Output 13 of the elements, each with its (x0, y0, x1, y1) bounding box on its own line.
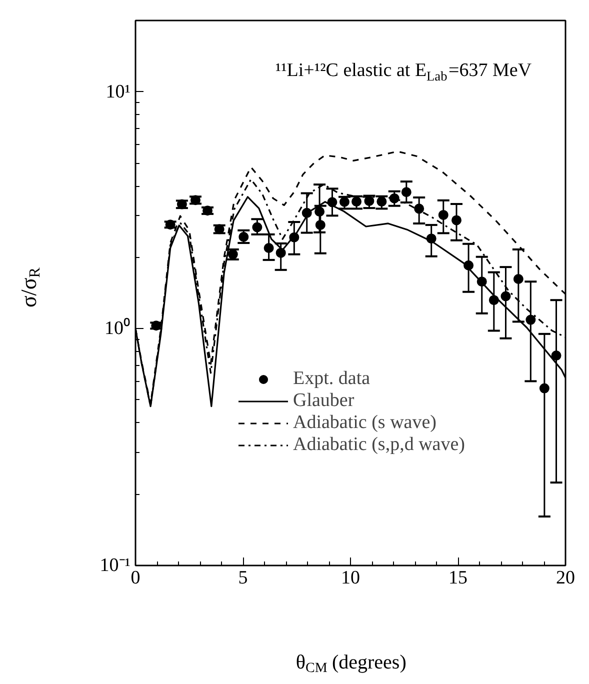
x-tick-label: 15 (448, 568, 468, 588)
y-axis-title: σ/σR (16, 266, 44, 308)
legend-label: Adiabatic (s wave) (293, 412, 436, 434)
x-tick-label: 0 (130, 568, 140, 588)
x-tick-label: 5 (238, 568, 248, 588)
x-tick-label: 20 (556, 568, 575, 588)
legend-label: Glauber (293, 390, 354, 412)
legend-label: Adiabatic (s,p,d wave) (293, 434, 465, 456)
x-tick-label: 10 (341, 568, 360, 588)
legend-label: Expt. data (293, 368, 370, 390)
y-tick-label: 10⁻¹ (100, 555, 131, 576)
y-tick-label: 10¹ (106, 81, 131, 102)
y-tick-label: 10⁰ (104, 317, 130, 340)
